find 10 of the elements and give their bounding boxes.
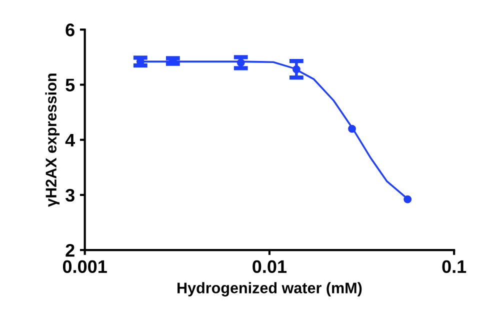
x-tick-label: 0.01 [252,260,287,274]
y-axis-title: γH2AX expression [45,74,60,207]
y-tick-label: 2 [66,244,74,257]
y-tick-label: 5 [66,78,75,92]
y-tick-label: 4 [65,134,76,146]
x-tick-label: 0.001 [62,260,107,274]
x-tick-label: 0.1 [442,260,466,274]
y-tick-label: 6 [66,24,74,36]
y-tick-label: 3 [65,188,74,202]
x-axis-title: Hydrogenized water (mM) [178,282,362,296]
